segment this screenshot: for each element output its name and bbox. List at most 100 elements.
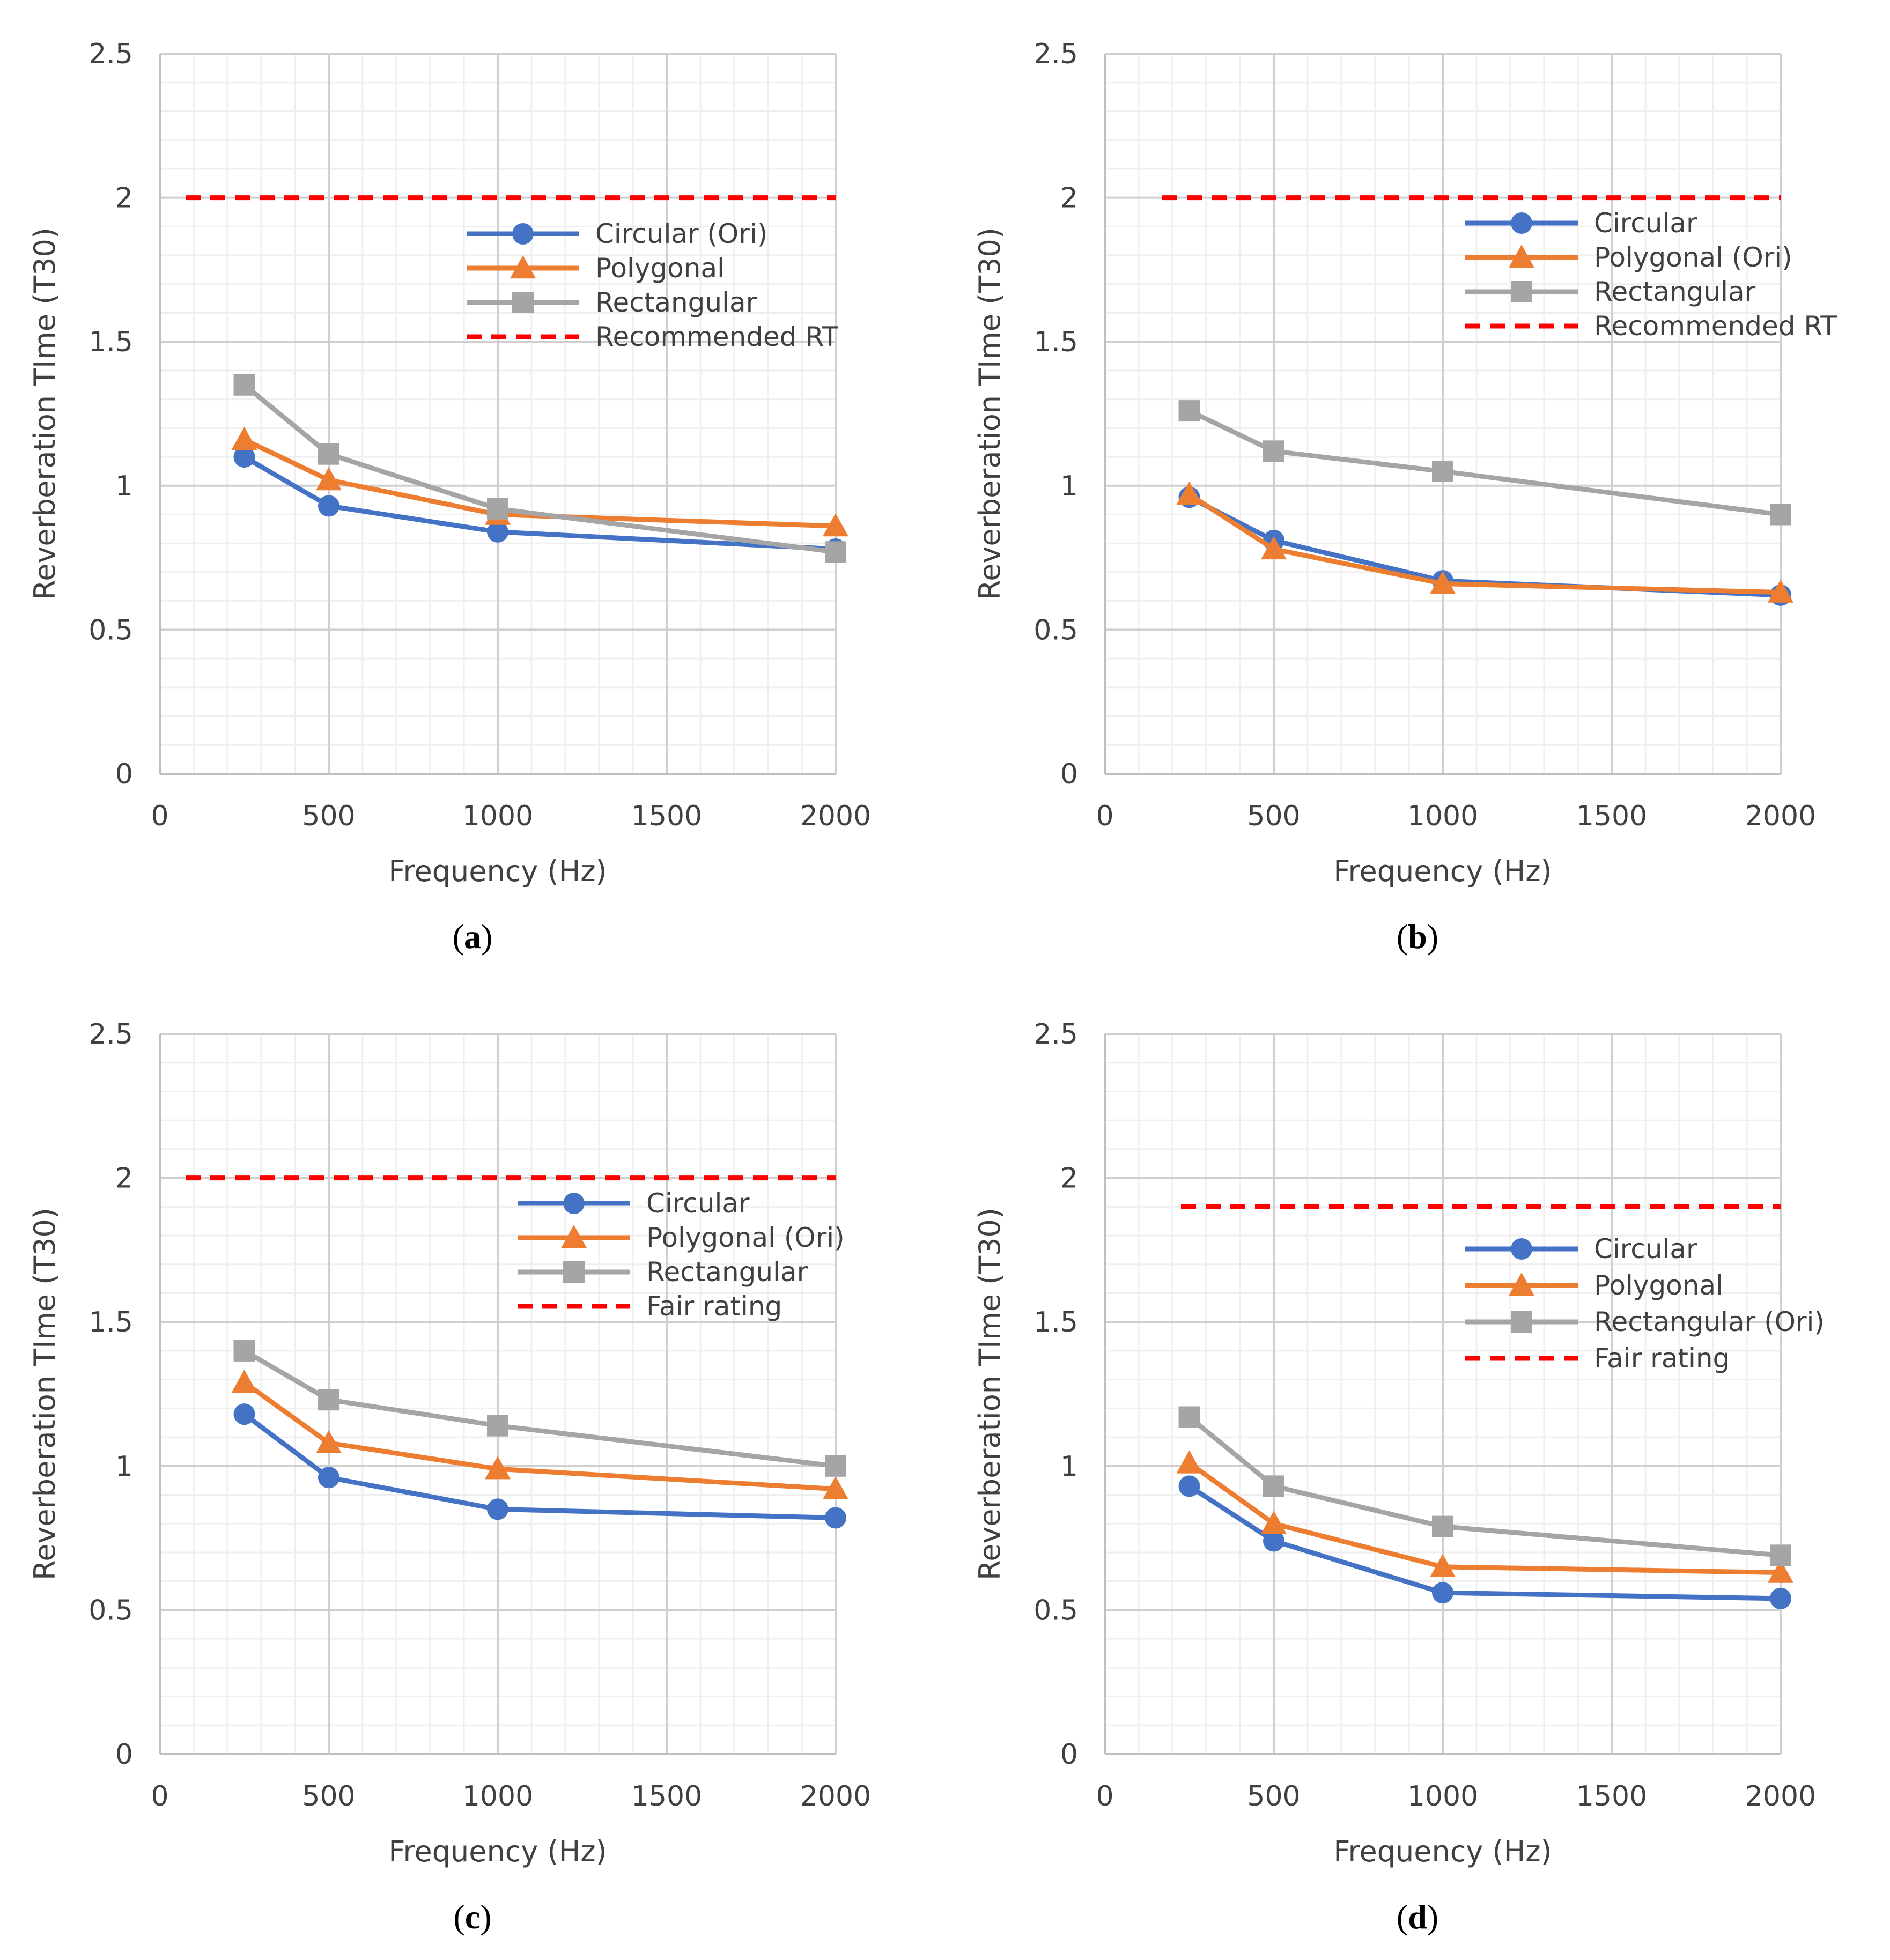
series-line xyxy=(1187,1415,1781,1558)
data-point xyxy=(233,1340,255,1362)
legend-label: Polygonal xyxy=(1594,1270,1723,1301)
y-tick-label: 0 xyxy=(115,1739,133,1771)
data-point xyxy=(487,521,508,543)
legend-label: Polygonal xyxy=(595,253,725,284)
legend-marker xyxy=(1511,212,1532,234)
legend-marker xyxy=(510,255,536,279)
data-point xyxy=(318,495,339,517)
data-point xyxy=(1768,1559,1793,1583)
series-line xyxy=(1188,409,1781,517)
legend-label: Polygonal (Ori) xyxy=(1594,242,1792,273)
data-point xyxy=(485,1456,511,1480)
y-tick-label: 2 xyxy=(1060,1163,1078,1195)
y-tick-label: 0 xyxy=(115,758,133,790)
caption-d: (d) xyxy=(1396,1898,1439,1936)
y-axis-title: Reverberation TIme (T30) xyxy=(973,227,1007,600)
data-point xyxy=(825,541,846,563)
x-axis-title: Frequency (Hz) xyxy=(388,1835,607,1868)
series-line xyxy=(1188,1484,1781,1601)
data-point xyxy=(1770,1544,1791,1566)
data-point xyxy=(233,1403,255,1425)
series-rectangular xyxy=(1178,400,1791,526)
data-point xyxy=(1770,1587,1791,1609)
legend-marker xyxy=(1509,245,1534,268)
data-point xyxy=(1263,1475,1284,1497)
data-point xyxy=(825,1507,846,1529)
data-point xyxy=(318,1389,339,1411)
chart-panel-d: 0 0.5 1 1.5 2 2.5 0 500 1000 1500 2000 Frequency (H… xyxy=(945,980,1890,1960)
y-tick-label: 2 xyxy=(115,1163,133,1195)
y-tick-label: 0.5 xyxy=(1033,614,1078,646)
y-tick-label: 1 xyxy=(115,470,133,502)
legend-label: Circular (Ori) xyxy=(595,218,767,249)
data-point xyxy=(487,498,508,520)
x-tick-label: 500 xyxy=(302,800,355,832)
data-point xyxy=(1770,504,1791,526)
y-axis-title: Reverberation TIme (T30) xyxy=(973,1208,1007,1580)
series-line xyxy=(1187,1461,1781,1576)
series-polygonal-ori xyxy=(231,1370,848,1499)
legend: Circular Polygonal Rectangular (Ori) Fair r… xyxy=(1465,1233,1825,1374)
chart-d-svg: 0 0.5 1 1.5 2 2.5 0 500 1000 1500 2000 Frequency (H… xyxy=(973,1018,1825,1868)
legend-marker xyxy=(1511,281,1532,302)
x-tick-label: 0 xyxy=(151,1780,168,1813)
legend-marker xyxy=(512,292,534,313)
x-tick-label: 0 xyxy=(151,800,168,832)
caption-b-label: b xyxy=(1408,918,1427,956)
data-point xyxy=(1432,460,1453,482)
data-point xyxy=(823,513,848,537)
caption-c-label: c xyxy=(464,1898,481,1936)
series-line xyxy=(242,383,836,554)
y-tick-label: 0 xyxy=(1060,758,1078,790)
x-tick-label: 2000 xyxy=(800,1780,871,1813)
y-tick-label: 1.5 xyxy=(88,1306,133,1338)
x-axis-title: Frequency (Hz) xyxy=(1333,1835,1552,1868)
x-tick-label: 1500 xyxy=(1576,800,1647,832)
plot-grid xyxy=(1104,53,1782,775)
y-tick-label: 1 xyxy=(115,1451,133,1483)
data-point xyxy=(1178,1406,1200,1428)
legend-label: Circular xyxy=(1594,1233,1697,1264)
data-point xyxy=(1430,1554,1456,1578)
chart-c-svg: 0 0.5 1 1.5 2 2.5 0 500 1000 1500 2000 Frequency (H… xyxy=(28,1018,871,1868)
legend-marker xyxy=(563,1193,585,1214)
plot-grid xyxy=(159,53,837,775)
data-point xyxy=(316,1430,342,1454)
caption-a: (a) xyxy=(452,918,493,956)
legend-marker xyxy=(1511,1238,1532,1260)
legend-marker xyxy=(1509,1273,1534,1296)
y-tick-label: 0.5 xyxy=(88,614,133,646)
series-polygonal xyxy=(231,426,848,537)
series-rectangular xyxy=(233,374,846,563)
chart-a-svg: 0 0.5 1 1.5 2 2.5 0 500 1000 1500 2000 Frequency (H… xyxy=(28,38,871,888)
data-point xyxy=(231,426,257,450)
series-line xyxy=(243,455,836,552)
data-point xyxy=(1432,1515,1453,1537)
x-tick-label: 2000 xyxy=(1745,800,1816,832)
legend-label: Recommended RT xyxy=(1594,310,1837,342)
y-tick-label: 2 xyxy=(1060,182,1078,215)
data-point xyxy=(318,443,339,465)
series-line xyxy=(242,1412,836,1520)
x-tick-label: 0 xyxy=(1096,1780,1113,1813)
legend: Circular (Ori) PolygonalRectangularRecomm… xyxy=(467,218,838,352)
x-tick-label: 1500 xyxy=(631,1780,702,1813)
x-tick-label: 500 xyxy=(1247,800,1300,832)
y-tick-label: 0.5 xyxy=(1033,1594,1078,1626)
legend-marker xyxy=(1511,1311,1532,1333)
legend-label: Fair rating xyxy=(646,1291,782,1322)
legend-label: Rectangular xyxy=(1594,276,1756,307)
legend-marker xyxy=(512,223,534,245)
x-axis-title: Frequency (Hz) xyxy=(1333,854,1552,888)
x-axis-title: Frequency (Hz) xyxy=(388,854,607,888)
legend-label: Circular xyxy=(1594,208,1697,239)
legend-label: Rectangular (Ori) xyxy=(1594,1306,1825,1337)
data-point xyxy=(825,1455,846,1477)
data-point xyxy=(1263,440,1284,462)
x-tick-label: 0 xyxy=(1096,800,1113,832)
chart-panel-b: 0 0.5 1 1.5 2 2.5 0 500 1000 1500 2000 Frequency (H… xyxy=(945,0,1890,980)
caption-b: (b) xyxy=(1396,918,1439,956)
legend-marker xyxy=(563,1261,585,1283)
y-tick-label: 0.5 xyxy=(88,1594,133,1626)
